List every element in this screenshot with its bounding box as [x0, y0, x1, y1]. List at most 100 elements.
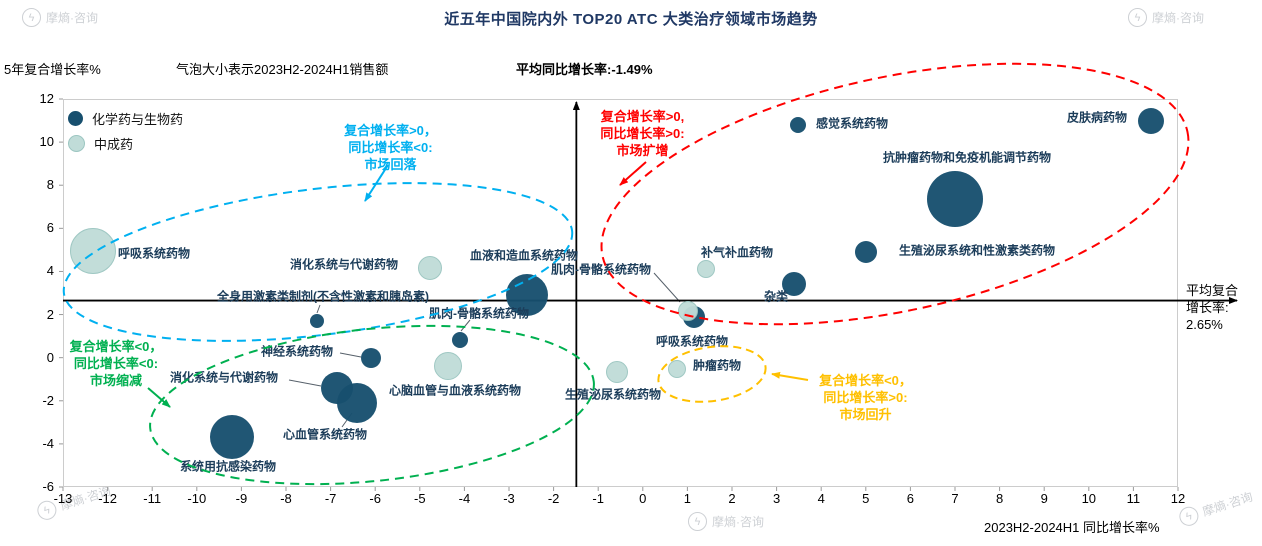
x-tick-label: 8: [995, 491, 1004, 506]
x-tick-label: 9: [1040, 491, 1048, 506]
bubble-label: 皮肤病药物: [1066, 110, 1128, 125]
quadrant-note-line: 复合增长率<0，: [69, 339, 163, 354]
watermark: ϟ 摩熵·咨询: [22, 8, 98, 27]
chart-bubble[interactable]: [321, 371, 354, 404]
y-tick-label: -4: [42, 435, 54, 451]
watermark-text: 摩熵·咨询: [712, 515, 764, 529]
quadrant-note-market-shrink: 复合增长率<0， 同比增长率<0: 市场缩减: [36, 338, 196, 389]
x-tick-label: 6: [906, 491, 915, 506]
bubble-label: 心血管系统药物: [282, 427, 368, 442]
y-tick-label: 4: [46, 263, 54, 279]
chart-bubble[interactable]: [433, 352, 462, 381]
bubble-label: 肌肉-骨骼系统药物: [429, 306, 529, 321]
watermark-logo-icon: ϟ: [688, 512, 707, 531]
watermark-logo-icon: ϟ: [1128, 8, 1147, 27]
quadrant-note-market-decline: 复合增长率>0， 同比增长率<0: 市场回落: [308, 122, 473, 173]
avg-cagr-note: 平均复合 增长率: 2.65%: [1186, 282, 1238, 333]
chart-bubble[interactable]: [927, 171, 983, 228]
quadrant-note-line: 同比增长率<0:: [73, 356, 159, 371]
bubble-label: 消化系统与代谢药物: [289, 257, 399, 272]
bubble-size-note: 气泡大小表示2023H2-2024H1销售额: [176, 62, 389, 77]
chart-bubble[interactable]: [1138, 107, 1165, 134]
x-tick-label: 7: [951, 491, 959, 506]
bubble-label: 感觉系统药物: [815, 116, 889, 131]
bubble-label: 全身用激素类制剂(不含性激素和胰岛素): [217, 289, 429, 304]
y-tick-label: 8: [46, 177, 54, 193]
x-tick-label: -5: [414, 491, 426, 506]
x-tick-label: -1: [592, 491, 604, 506]
chart-bubble[interactable]: [451, 332, 468, 349]
watermark: ϟ 摩熵·咨询: [688, 512, 764, 531]
x-tick-label: -10: [187, 491, 207, 506]
x-tick-label: -3: [503, 491, 515, 506]
quadrant-note-line: 市场回落: [364, 157, 417, 172]
x-tick-label: 4: [817, 491, 825, 506]
chart-bubble[interactable]: [668, 360, 687, 379]
quadrant-note-line: 复合增长率>0，: [344, 123, 437, 138]
chart-bubble[interactable]: [210, 415, 255, 460]
x-tick-label: -4: [458, 491, 471, 506]
x-tick-label: 3: [772, 491, 781, 506]
watermark-text: 摩熵·咨询: [46, 11, 98, 25]
bubble-label: 补气补血药物: [700, 245, 774, 260]
x-tick-label: -9: [235, 491, 248, 506]
quadrant-note-line: 同比增长率>0:: [823, 390, 908, 405]
bubble-label: 呼吸系统药物: [117, 246, 191, 261]
x-tick-label: 5: [862, 491, 870, 506]
quadrant-note-line: 复合增长率>0,: [600, 109, 685, 124]
y-tick-label: 6: [46, 220, 54, 236]
quadrant-note-line: 复合增长率<0，: [819, 373, 912, 388]
bubble-label: 生殖泌尿系统和性激素类药物: [898, 243, 1056, 258]
chart-bubble[interactable]: [854, 241, 877, 264]
quadrant-note-line: 同比增长率>0:: [600, 126, 685, 141]
chart-bubble[interactable]: [697, 260, 716, 279]
y-axis-title: 5年复合增长率%: [4, 62, 101, 77]
y-tick-label: -2: [42, 392, 54, 408]
bubble-label: 心脑血管与血液系统药物: [388, 383, 522, 398]
x-tick-label: 2: [728, 491, 736, 506]
quadrant-note-market-expansion: 复合增长率>0, 同比增长率>0: 市场扩增: [560, 108, 725, 159]
x-tick-label: 0: [639, 491, 647, 506]
chart-bubble[interactable]: [360, 347, 381, 368]
bubble-label: 肌肉-骨骼系统药物: [551, 262, 651, 277]
chart-bubble[interactable]: [606, 360, 629, 383]
quadrant-note-line: 同比增长率<0:: [348, 140, 433, 155]
chart-title: 近五年中国院内外 TOP20 ATC 大类治疗领域市场趋势: [444, 11, 818, 28]
bubble-label: 生殖泌尿系统药物: [564, 387, 662, 402]
x-tick-label: 10: [1081, 491, 1097, 506]
y-tick-label: -6: [42, 479, 54, 494]
y-tick-label: 12: [39, 91, 54, 106]
y-tick-label: 2: [46, 306, 54, 322]
avg-cagr-line: 增长率:: [1186, 300, 1229, 315]
x-tick-label: 11: [1126, 491, 1141, 506]
x-tick-label: -13: [53, 491, 73, 506]
x-tick-label: -6: [369, 491, 381, 506]
y-tick-label: 10: [39, 134, 54, 150]
quadrant-note-market-rebound: 复合增长率<0， 同比增长率>0: 市场回升: [788, 372, 943, 423]
bubble-label: 呼吸系统药物: [655, 334, 729, 349]
bubble-label: 神经系统药物: [260, 344, 334, 359]
quadrant-note-line: 市场缩减: [89, 373, 142, 388]
x-tick-label: -12: [98, 491, 117, 506]
x-axis-title: 2023H2-2024H1 同比增长率%: [984, 520, 1160, 535]
bubble-label: 抗肿瘤药物和免疫机能调节药物: [882, 150, 1052, 165]
x-tick-label: -11: [143, 491, 162, 506]
watermark-logo-icon: ϟ: [22, 8, 41, 27]
quadrant-note-line: 市场回升: [839, 407, 892, 422]
chart-bubble[interactable]: [417, 256, 442, 281]
y-tick-label: 0: [46, 349, 54, 365]
avg-cagr-line: 2.65%: [1186, 317, 1223, 332]
chart-bubble[interactable]: [790, 116, 806, 133]
bubble-label: 杂类: [763, 289, 789, 304]
watermark-text: 摩熵·咨询: [1152, 11, 1204, 25]
x-tick-label: -8: [280, 491, 292, 506]
watermark: ϟ 摩熵·咨询: [1128, 8, 1204, 27]
chart-bubble[interactable]: [69, 227, 116, 274]
quadrant-note-line: 市场扩增: [616, 143, 669, 158]
bubble-label: 系统用抗感染药物: [179, 459, 277, 474]
x-tick-label: 1: [683, 491, 692, 506]
bubble-label: 肿瘤药物: [692, 358, 742, 373]
chart-bubble[interactable]: [310, 314, 325, 329]
x-tick-label: -7: [324, 491, 337, 506]
